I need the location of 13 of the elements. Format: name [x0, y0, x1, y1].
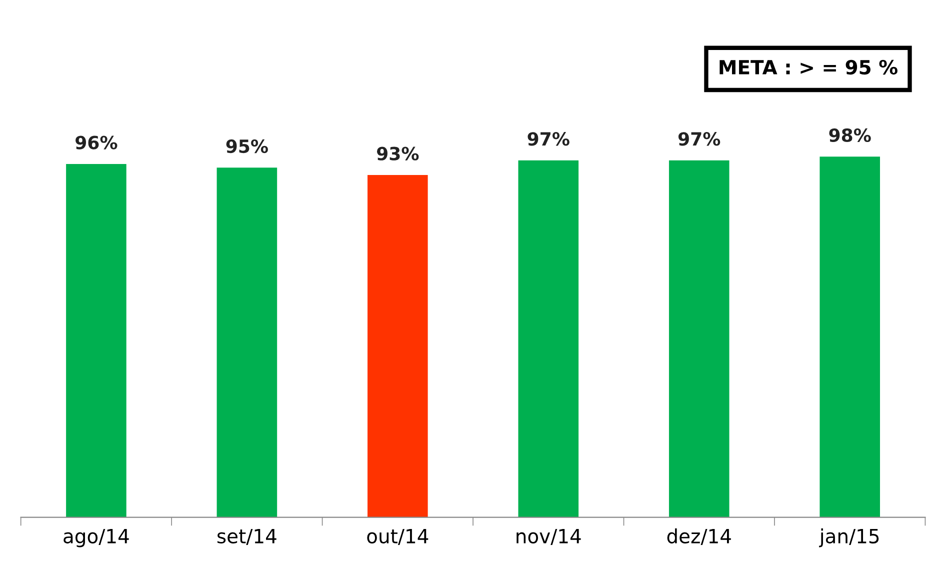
- data-label: 93%: [376, 146, 419, 160]
- data-label: 96%: [76, 136, 118, 150]
- data-label: 98%: [829, 128, 871, 142]
- data-label: 97%: [528, 132, 570, 146]
- x-tick-label: set/14: [217, 529, 276, 545]
- data-label: 95%: [226, 139, 268, 154]
- x-tick-label: dez/14: [667, 528, 731, 545]
- x-tick-label: nov/14: [516, 529, 581, 545]
- x-tick-label: out/14: [367, 529, 428, 545]
- text: META : > = 95 %: [720, 60, 898, 75]
- x-tick-label: ago/14: [64, 529, 129, 548]
- x-tick-label: jan/15: [819, 528, 879, 548]
- data-label: 97%: [678, 132, 720, 146]
